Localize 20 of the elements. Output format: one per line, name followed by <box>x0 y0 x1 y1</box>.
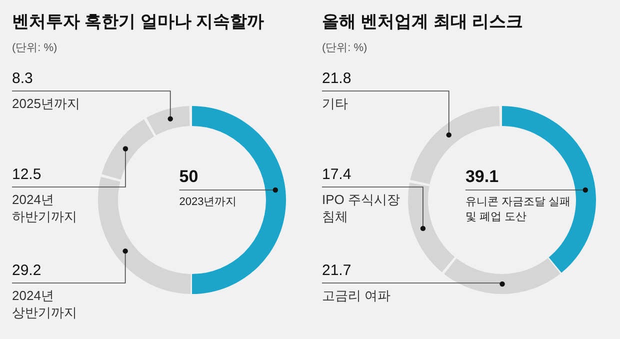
data-label: 8.3 <box>12 70 33 87</box>
slice-label: 2024년 하반기까지 <box>12 192 77 224</box>
data-label: 21.8 <box>322 70 352 87</box>
data-label: 39.1 <box>465 167 499 186</box>
slice-label: IPO 주식시장 침체 <box>322 192 400 224</box>
slice-label: 고금리 여파 <box>322 288 391 303</box>
slice-label: 2025년까지 <box>12 96 80 111</box>
data-label: 12.5 <box>12 166 42 183</box>
data-label: 17.4 <box>322 166 352 183</box>
chart-title: 올해 벤처업계 최대 리스크 <box>322 12 524 31</box>
data-label: 50 <box>179 167 198 186</box>
slice-label: 2023년까지 <box>179 196 237 208</box>
chart-subtitle: (단위: %) <box>12 42 58 54</box>
chart-subtitle: (단위: %) <box>322 42 368 54</box>
slice-label: 유니콘 자금조달 실패 및 폐업 도산 <box>465 196 571 223</box>
slice-label: 기타 <box>322 96 348 111</box>
data-label: 29.2 <box>12 262 42 279</box>
chart-title: 벤처투자 혹한기 얼마나 지속할까 <box>12 12 264 31</box>
slice-label: 2024년 상반기까지 <box>12 288 77 320</box>
data-label: 21.7 <box>322 262 352 279</box>
